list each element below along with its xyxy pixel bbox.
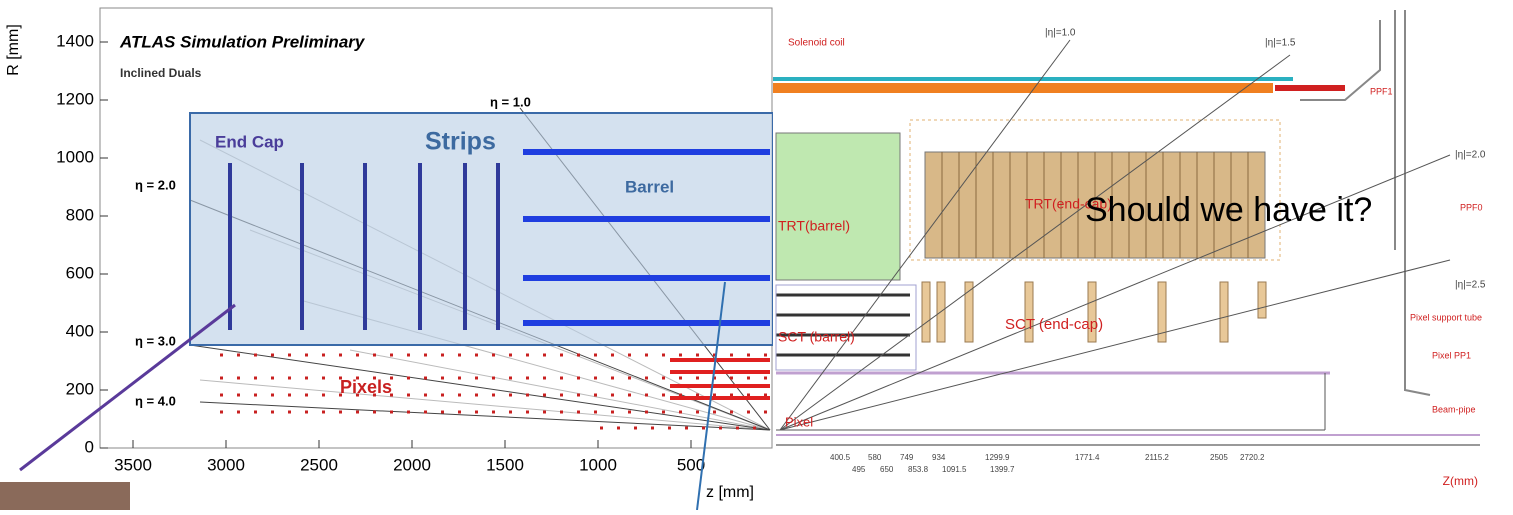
- photo-thumbnail: [0, 482, 130, 510]
- eta-label: |η|=1.0: [1045, 28, 1076, 39]
- component-label: SCT (barrel): [778, 329, 855, 345]
- trt-barrel: [776, 133, 900, 280]
- x-axis-label: z [mm]: [706, 484, 754, 501]
- x-tick-label: 1500: [486, 455, 524, 474]
- component-label: PPF1: [1370, 86, 1393, 96]
- ppf1-bar: [1275, 85, 1345, 91]
- component-label: TRT(barrel): [778, 218, 850, 234]
- y-tick-label: 200: [66, 379, 94, 398]
- dimension-label: 934: [932, 453, 946, 462]
- eta-label: |η|=1.5: [1265, 38, 1296, 49]
- y-tick-label: 1200: [56, 89, 94, 108]
- dimension-label: 580: [868, 453, 882, 462]
- component-label: Solenoid coil: [788, 38, 845, 49]
- component-label: Pixel support tube: [1410, 312, 1482, 322]
- x-tick-label: 2500: [300, 455, 338, 474]
- x-tick-label: 1000: [579, 455, 617, 474]
- y-tick-label: 0: [85, 437, 94, 456]
- component-label: Pixel: [785, 414, 813, 429]
- region-label: End Cap: [215, 132, 284, 151]
- plot-subtitle: Inclined Duals: [120, 66, 202, 80]
- dimension-label: 650: [880, 465, 894, 474]
- dimension-label: 2720.2: [1240, 453, 1265, 462]
- x-tick-label: 2000: [393, 455, 431, 474]
- dimension-label: 1299.9: [985, 453, 1010, 462]
- eta-label: η = 2.0: [135, 177, 176, 192]
- dimension-label: 2115.2: [1145, 453, 1169, 462]
- eta-label: η = 1.0: [490, 94, 531, 109]
- solenoid: [773, 77, 1293, 81]
- y-tick-label: 800: [66, 205, 94, 224]
- component-label: SCT (end-cap): [1005, 316, 1103, 333]
- y-tick-label: 400: [66, 321, 94, 340]
- dimension-label: 1091.5: [942, 465, 967, 474]
- slide: ATLAS Simulation Preliminary Inclined Du…: [0, 0, 1513, 510]
- dimension-label: 2505: [1210, 453, 1228, 462]
- plot-title: ATLAS Simulation Preliminary: [119, 32, 366, 51]
- region-label: Strips: [425, 128, 496, 156]
- component-label: Beam-pipe: [1432, 404, 1476, 414]
- eta-label: |η|=2.5: [1455, 280, 1486, 291]
- eta-label: η = 4.0: [135, 393, 176, 408]
- dimension-label: 853.8: [908, 465, 929, 474]
- component-label: Pixel PP1: [1432, 350, 1471, 360]
- x-tick-label: 3000: [207, 455, 245, 474]
- dimension-label: 749: [900, 453, 914, 462]
- solenoid-coil: [773, 83, 1273, 93]
- dimension-label: 495: [852, 465, 866, 474]
- y-tick-label: 1400: [56, 31, 94, 50]
- dimension-label: 1399.7: [990, 465, 1015, 474]
- eta-label: |η|=2.0: [1455, 150, 1486, 161]
- component-label: PPF0: [1460, 202, 1483, 212]
- dimension-label: 1771.4: [1075, 453, 1100, 462]
- overlay-question: Should we have it?: [1085, 191, 1372, 229]
- dimension-label: 400.5: [830, 453, 851, 462]
- eta-label: η = 3.0: [135, 333, 176, 348]
- region-label: Pixels: [340, 377, 392, 397]
- region-label: Barrel: [625, 177, 674, 196]
- y-axis-label: R [mm]: [5, 24, 22, 76]
- y-tick-label: 600: [66, 263, 94, 282]
- y-tick-label: 1000: [56, 147, 94, 166]
- x-tick-label: 3500: [114, 455, 152, 474]
- z-axis-label: Z(mm): [1443, 474, 1478, 488]
